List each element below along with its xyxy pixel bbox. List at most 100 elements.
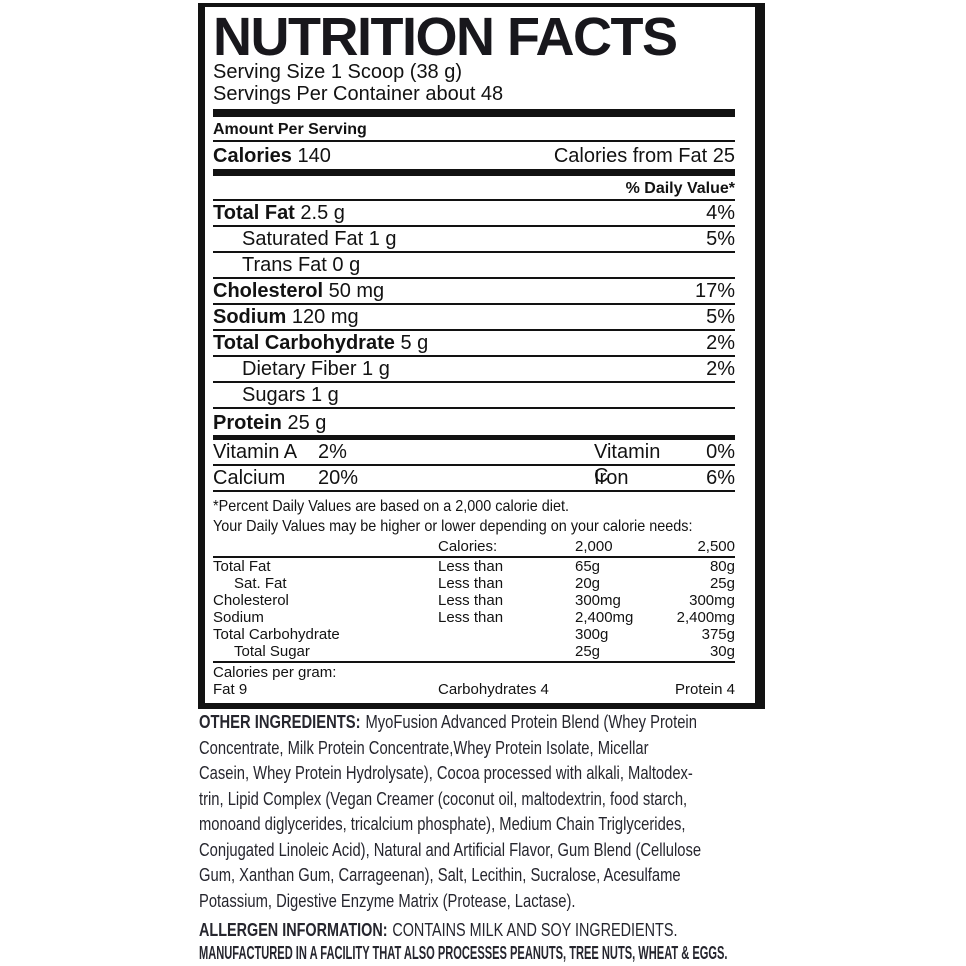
nutrient-amount: 120 mg [291,306,359,328]
dv-table-row: Total Carbohydrate 300g 375g [213,626,735,643]
dv-table-2000-header: 2,000 [575,538,613,555]
serving-size: Serving Size 1 Scoop (38 g) [213,61,463,83]
nutrient-name: Sodium [213,306,287,328]
vitamin-row-calcium-iron: Calcium 20% Iron 6% [213,466,735,492]
ingredients-line: Gum, Xanthan Gum, Carrageenan), Salt, Le… [199,865,681,885]
nutrient-name: Total Carbohydrate [213,332,395,354]
calories-left: Calories 140 [213,144,331,169]
dv-table-2500-header: 2,500 [697,538,735,555]
nutrient-amount: 50 mg [328,280,385,302]
panel-title: NUTRITION FACTS [213,7,678,67]
daily-value-header: % Daily Value* [213,176,735,201]
calories-row: Calories 140 Calories from Fat 25 [213,142,735,169]
nutrition-facts-panel: NUTRITION FACTS Serving Size 1 Scoop (38… [198,3,765,709]
dv-table-cell [438,643,575,660]
nutrient-amount: 1 g [310,384,339,406]
allergen-info-line: ALLERGEN INFORMATION: CONTAINS MILK AND S… [199,919,677,942]
calories-label: Calories [213,145,292,167]
nutrient-name: Sugars [242,384,306,406]
cpg-protein: Protein 4 [674,681,735,698]
vitamin-name: Vitamin C [594,441,661,487]
nutrient-row-sugars: Sugars 1 g [213,383,735,409]
ingredients-section: OTHER INGREDIENTS: MyoFusion Advanced Pro… [199,710,774,964]
dv-table-cell: Sat. Fat [234,575,287,592]
ingredients-line: monoand diglycerides, tricalcium phospha… [199,814,686,834]
dv-table-cell: 65g [575,558,601,575]
nutrient-dv: 2% [706,358,735,380]
nutrient-name: Total Fat [213,202,295,224]
nutrient-row-saturated-fat: Saturated Fat 1 g 5% [213,227,735,253]
allergen-facility-line: MANUFACTURED IN A FACILITY THAT ALSO PRO… [199,942,728,963]
nutrient-dv: 5% [706,228,735,250]
dv-table-cell: Less than [438,609,504,626]
calories-per-gram-row: Fat 9 Carbohydrates 4 Protein 4 [213,681,735,698]
nutrient-amount: 0 g [332,254,361,276]
nutrient-dv: 5% [706,306,735,328]
ingredients-line: Casein, Whey Protein Hydrolysate), Cocoa… [199,763,693,783]
nutrient-amount: 1 g [362,358,390,380]
dv-table-calories-header: Calories: [438,538,498,555]
calories-from-fat: Calories from Fat 25 [553,145,735,167]
dv-table-row: Total Fat Less than 65g 80g [213,558,735,575]
dv-table-cell: 20g [575,575,601,592]
nutrient-name: Protein [213,412,282,434]
nutrient-name: Cholesterol [213,280,324,302]
cpg-fat: Fat 9 [213,681,248,698]
nutrient-name: Trans Fat [242,254,327,276]
vitamin-name: Iron [594,467,629,489]
dv-table-row: Total Sugar 25g 30g [213,643,735,660]
nutrient-row-dietary-fiber: Dietary Fiber 1 g 2% [213,357,735,383]
footnote-line: Your Daily Values may be higher or lower… [213,518,693,535]
nutrient-amount: 2.5 g [300,202,345,224]
allergen-info-label: ALLERGEN INFORMATION: [199,920,388,940]
dv-table-row: Sat. Fat Less than 20g 25g [213,575,735,592]
nutrient-name: Saturated Fat [242,228,364,250]
dv-table-cell: 2,400mg [575,609,634,626]
vitamin-name: Calcium [213,467,286,489]
other-ingredients-label: OTHER INGREDIENTS: [199,712,361,732]
nutrient-row-sodium: Sodium 120 mg 5% [213,305,735,331]
ingredients-text: MyoFusion Advanced Protein Blend (Whey P… [365,712,697,732]
nutrient-amount: 25 g [287,412,327,434]
footnote-line: *Percent Daily Values are based on a 2,0… [213,498,569,515]
dv-table-cell: 300mg [689,592,735,609]
nutrient-row-trans-fat: Trans Fat 0 g [213,253,735,279]
ingredients-line: Potassium, Digestive Enzyme Matrix (Prot… [199,890,576,911]
vitamin-row-a-c: Vitamin A 2% Vitamin C 0% [213,440,735,487]
dv-table-cell: 80g [709,558,735,575]
amount-per-serving-header: Amount Per Serving [213,117,735,142]
allergen-info-text: CONTAINS MILK AND SOY INGREDIENTS. [392,920,678,940]
nutrient-dv: 2% [706,332,735,354]
nutrient-row-protein: Protein 25 g [213,409,735,435]
dv-table-cell: Less than [438,558,504,575]
ingredients-line: trin, Lipid Complex (Vegan Creamer (coco… [199,788,688,809]
dv-table-cell: 25g [709,575,735,592]
ingredients-line: OTHER INGREDIENTS: MyoFusion Advanced Pro… [199,710,697,736]
vitamin-name: Vitamin A [213,441,298,463]
vitamin-value: 2% [318,441,347,463]
calories-value: 140 [297,145,331,167]
thick-divider [213,109,735,117]
nutrient-row-total-carbohydrate: Total Carbohydrate 5 g 2% [213,331,735,357]
nutrient-row-total-fat: Total Fat 2.5 g 4% [213,201,735,227]
dv-table-cell: 30g [709,643,735,660]
vitamin-value: 0% [706,441,735,463]
nutrient-dv: 4% [706,202,735,224]
dv-table-header: Calories: 2,000 2,500 [213,537,735,558]
dv-table-cell: Less than [438,592,504,609]
dv-table-cell: 300g [575,626,609,643]
dv-table-cell: 300mg [575,592,621,609]
ingredients-line: Conjugated Linoleic Acid), Natural and A… [199,839,702,860]
dv-table-cell: Total Carbohydrate [213,626,340,643]
dv-table-cell: Total Sugar [234,643,310,660]
nutrient-amount: 1 g [368,228,397,250]
nutrient-dv: 17% [694,280,735,302]
dv-table-cell: Cholesterol [213,592,289,609]
dv-table-cell: 25g [575,643,601,660]
nutrient-row-cholesterol: Cholesterol 50 mg 17% [213,279,735,305]
dv-table-cell: Total Fat [213,558,271,575]
nutrient-amount: 5 g [400,332,429,354]
servings-per-container: Servings Per Container about 48 [213,83,504,105]
dv-table-row: Sodium Less than 2,400mg 2,400mg [213,609,735,626]
